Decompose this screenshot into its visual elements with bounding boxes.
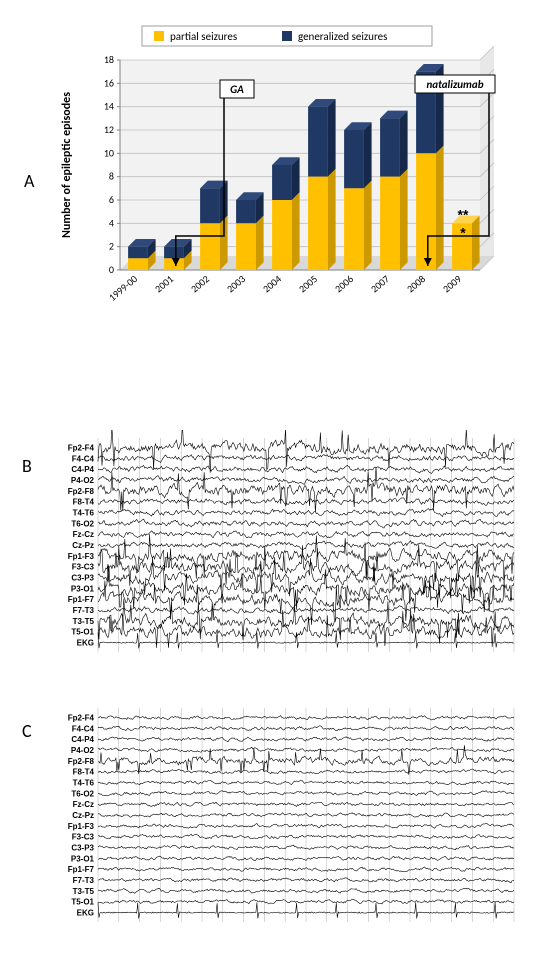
svg-text:T5-O1: T5-O1 — [71, 628, 94, 637]
panel-a-label: A — [24, 170, 34, 192]
panel-a-chart: 0 2 4 6 8 10 12 14 16 18 1999-00 2001 2002 2003 2004 20… — [50, 10, 520, 340]
svg-text:T6-O2: T6-O2 — [71, 519, 94, 528]
svg-text:4: 4 — [109, 216, 114, 229]
svg-text:T4-T6: T4-T6 — [73, 778, 95, 787]
svg-text:Fz-Cz: Fz-Cz — [73, 530, 94, 539]
svg-text:2003: 2003 — [224, 272, 248, 295]
svg-text:Fp1-F3: Fp1-F3 — [68, 822, 95, 831]
panel-c-eeg: Fp2-F4 F4-C4 C4-P4 P4-O2 Fp2-F8 F8-T4T4-T6 T6-… — [40, 700, 520, 930]
svg-text:T6-O2: T6-O2 — [71, 789, 94, 798]
svg-text:Fp1-F3: Fp1-F3 — [68, 552, 95, 561]
svg-text:Fp2-F8: Fp2-F8 — [68, 757, 95, 766]
svg-text:F7-T3: F7-T3 — [73, 876, 95, 885]
svg-text:F4-C4: F4-C4 — [72, 454, 95, 463]
svg-text:T3-T5: T3-T5 — [73, 617, 95, 626]
svg-text:F3-C3: F3-C3 — [72, 563, 95, 572]
svg-text:*: * — [460, 224, 466, 240]
svg-text:Fp2-F8: Fp2-F8 — [68, 487, 95, 496]
svg-text:P4-O2: P4-O2 — [71, 476, 95, 485]
svg-text:2005: 2005 — [296, 272, 320, 295]
svg-text:C4-P4: C4-P4 — [71, 465, 94, 474]
svg-text:F8-T4: F8-T4 — [73, 768, 95, 777]
svg-text:C4-P4: C4-P4 — [71, 735, 94, 744]
svg-text:Cz-Pz: Cz-Pz — [72, 811, 94, 820]
svg-text:C3-P3: C3-P3 — [71, 844, 94, 853]
svg-text:P4-O2: P4-O2 — [71, 746, 95, 755]
panel-c-label: C — [22, 720, 32, 742]
svg-text:8: 8 — [109, 170, 114, 183]
svg-text:Fp1-F7: Fp1-F7 — [68, 865, 95, 874]
svg-text:T4-T6: T4-T6 — [73, 508, 95, 517]
svg-text:2007: 2007 — [368, 272, 392, 295]
svg-text:**: ** — [458, 206, 469, 222]
svg-text:F3-C3: F3-C3 — [72, 833, 95, 842]
svg-text:natalizumab: natalizumab — [426, 78, 483, 91]
svg-text:2002: 2002 — [188, 272, 212, 295]
svg-text:partial seizures: partial seizures — [170, 30, 237, 43]
svg-text:2009: 2009 — [440, 272, 464, 295]
svg-text:16: 16 — [104, 76, 114, 89]
svg-text:Fp1-F7: Fp1-F7 — [68, 595, 95, 604]
svg-text:Cz-Pz: Cz-Pz — [72, 541, 94, 550]
svg-text:P3-O1: P3-O1 — [71, 584, 95, 593]
svg-text:EKG: EKG — [77, 639, 94, 648]
svg-text:T3-T5: T3-T5 — [73, 887, 95, 896]
svg-text:P3-O1: P3-O1 — [71, 854, 95, 863]
svg-text:Fp2-F4: Fp2-F4 — [68, 443, 95, 452]
svg-text:1999-00: 1999-00 — [106, 272, 140, 303]
panel-b-eeg: Fp2-F4 F4-C4 C4-P4 P4-O2 Fp2-F8 F8-T4T4-T6 T6-… — [40, 430, 520, 660]
svg-text:T5-O1: T5-O1 — [71, 898, 94, 907]
svg-text:2004: 2004 — [260, 272, 284, 295]
svg-text:6: 6 — [109, 193, 114, 206]
svg-text:0: 0 — [109, 263, 114, 276]
svg-text:Fz-Cz: Fz-Cz — [73, 800, 94, 809]
svg-text:F8-T4: F8-T4 — [73, 498, 95, 507]
svg-text:2008: 2008 — [404, 272, 428, 295]
svg-text:2006: 2006 — [332, 272, 356, 295]
svg-text:2: 2 — [109, 240, 114, 253]
svg-text:generalized seizures: generalized seizures — [298, 30, 387, 43]
svg-text:F4-C4: F4-C4 — [72, 724, 95, 733]
svg-text:2001: 2001 — [152, 272, 176, 295]
svg-text:12: 12 — [104, 123, 114, 136]
svg-text:C3-P3: C3-P3 — [71, 574, 94, 583]
svg-text:GA: GA — [230, 83, 244, 96]
svg-text:EKG: EKG — [77, 909, 94, 918]
svg-text:Fp2-F4: Fp2-F4 — [68, 713, 95, 722]
panel-b-label: B — [22, 455, 32, 477]
svg-text:14: 14 — [104, 100, 114, 113]
svg-text:F7-T3: F7-T3 — [73, 606, 95, 615]
svg-text:10: 10 — [104, 146, 114, 159]
svg-text:18: 18 — [104, 53, 114, 66]
svg-text:Number of epileptic episodes: Number of epileptic episodes — [60, 92, 74, 238]
